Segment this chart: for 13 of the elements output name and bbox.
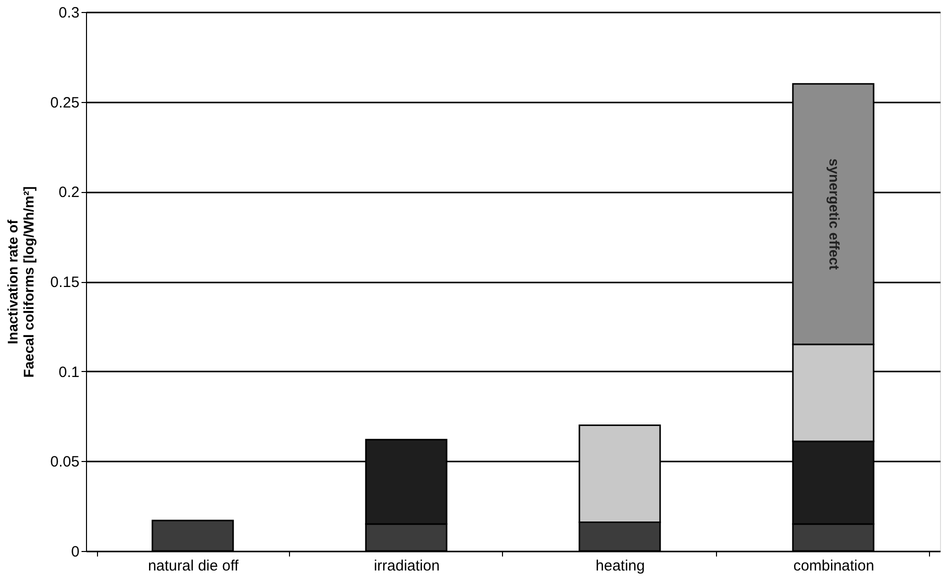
y-tick-label: 0.05 xyxy=(50,454,80,471)
x-tick-label: heating xyxy=(596,558,645,574)
y-tick-label: 0.25 xyxy=(50,94,80,112)
y-tick-label: 0.15 xyxy=(50,274,80,291)
y-tick-label: 0.1 xyxy=(58,364,80,381)
y-tick-label: 0.3 xyxy=(58,4,80,22)
y-tick-label: 0.2 xyxy=(58,184,80,202)
x-tick-label: natural die off xyxy=(148,558,240,574)
y-tick-label: 0 xyxy=(71,544,80,560)
x-tick-label: irradiation xyxy=(374,558,440,574)
y-axis-title: Inactivation rate of Faecal coliforms [log/Wh/m²] xyxy=(4,186,36,378)
x-tick-label: combination xyxy=(793,558,874,574)
series-label: synergetic effect xyxy=(826,158,842,270)
